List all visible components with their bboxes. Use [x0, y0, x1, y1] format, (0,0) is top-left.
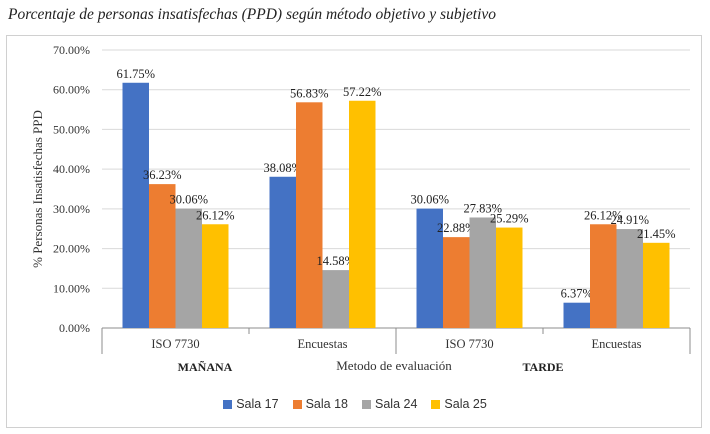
data-label: 27.83%	[463, 201, 502, 215]
data-label: 26.12%	[196, 208, 235, 222]
data-label: 56.83%	[290, 86, 329, 100]
y-axis-title: % Personas Insatisfechas PPD	[30, 110, 45, 268]
data-label: 38.08%	[263, 161, 302, 175]
y-tick-label: 50.00%	[53, 122, 90, 136]
bar	[643, 242, 670, 328]
legend-swatch	[292, 399, 302, 409]
data-label: 22.88%	[437, 221, 476, 235]
legend-item: Sala 18	[292, 397, 348, 411]
bar	[122, 82, 149, 328]
bar	[296, 102, 323, 328]
x-category-label: Encuestas	[592, 337, 642, 351]
chart-title: Porcentaje de personas insatisfechas (PP…	[8, 6, 497, 23]
data-label: 30.06%	[410, 193, 449, 207]
y-tick-label: 10.00%	[53, 281, 90, 295]
data-label: 14.58%	[316, 254, 355, 268]
chart-frame	[6, 35, 702, 428]
data-label: 36.23%	[143, 168, 182, 182]
bar	[496, 227, 523, 328]
y-tick-label: 70.00%	[53, 43, 90, 57]
legend-swatch	[223, 399, 233, 409]
x-category-label: Encuestas	[298, 337, 348, 351]
data-label: 61.75%	[116, 67, 155, 81]
bar	[563, 302, 590, 328]
y-tick-label: 30.00%	[53, 202, 90, 216]
legend-swatch	[431, 399, 441, 409]
legend-item: Sala 25	[431, 397, 487, 411]
bar	[416, 208, 443, 328]
bar	[590, 224, 617, 328]
x-axis-title: Metodo de evaluación	[336, 358, 452, 373]
x-group-label: MAÑANA	[178, 360, 233, 374]
legend-item: Sala 17	[223, 397, 279, 411]
bar	[269, 176, 296, 328]
y-tick-label: 0.00%	[59, 321, 90, 335]
y-tick-label: 60.00%	[53, 83, 90, 97]
bar	[202, 224, 229, 328]
data-label: 30.06%	[169, 193, 208, 207]
legend-item: Sala 24	[362, 397, 417, 411]
legend-swatch	[362, 399, 371, 409]
y-tick-label: 20.00%	[53, 242, 90, 256]
data-label: 6.37%	[561, 287, 593, 301]
y-tick-label: 40.00%	[53, 162, 90, 176]
legend: Sala 17 Sala 18 Sala 24 Sala 25	[0, 397, 710, 411]
data-label: 26.12%	[584, 208, 623, 222]
data-label: 57.22%	[343, 85, 382, 99]
bar	[149, 184, 176, 328]
data-label: 25.29%	[490, 212, 529, 226]
data-label: 24.91%	[610, 213, 649, 227]
bar	[322, 270, 349, 328]
bar	[443, 237, 470, 328]
x-category-label: ISO 7730	[445, 337, 493, 351]
data-label: 21.45%	[637, 227, 676, 241]
bar	[616, 229, 643, 328]
x-group-label: TARDE	[522, 360, 563, 374]
legend-label: Sala 17	[236, 397, 279, 411]
bar	[469, 217, 496, 328]
legend-label: Sala 25	[444, 397, 487, 411]
legend-label: Sala 24	[375, 397, 418, 411]
legend-label: Sala 18	[305, 397, 348, 411]
bar	[349, 100, 376, 329]
bar	[175, 208, 202, 328]
x-category-label: ISO 7730	[151, 337, 199, 351]
